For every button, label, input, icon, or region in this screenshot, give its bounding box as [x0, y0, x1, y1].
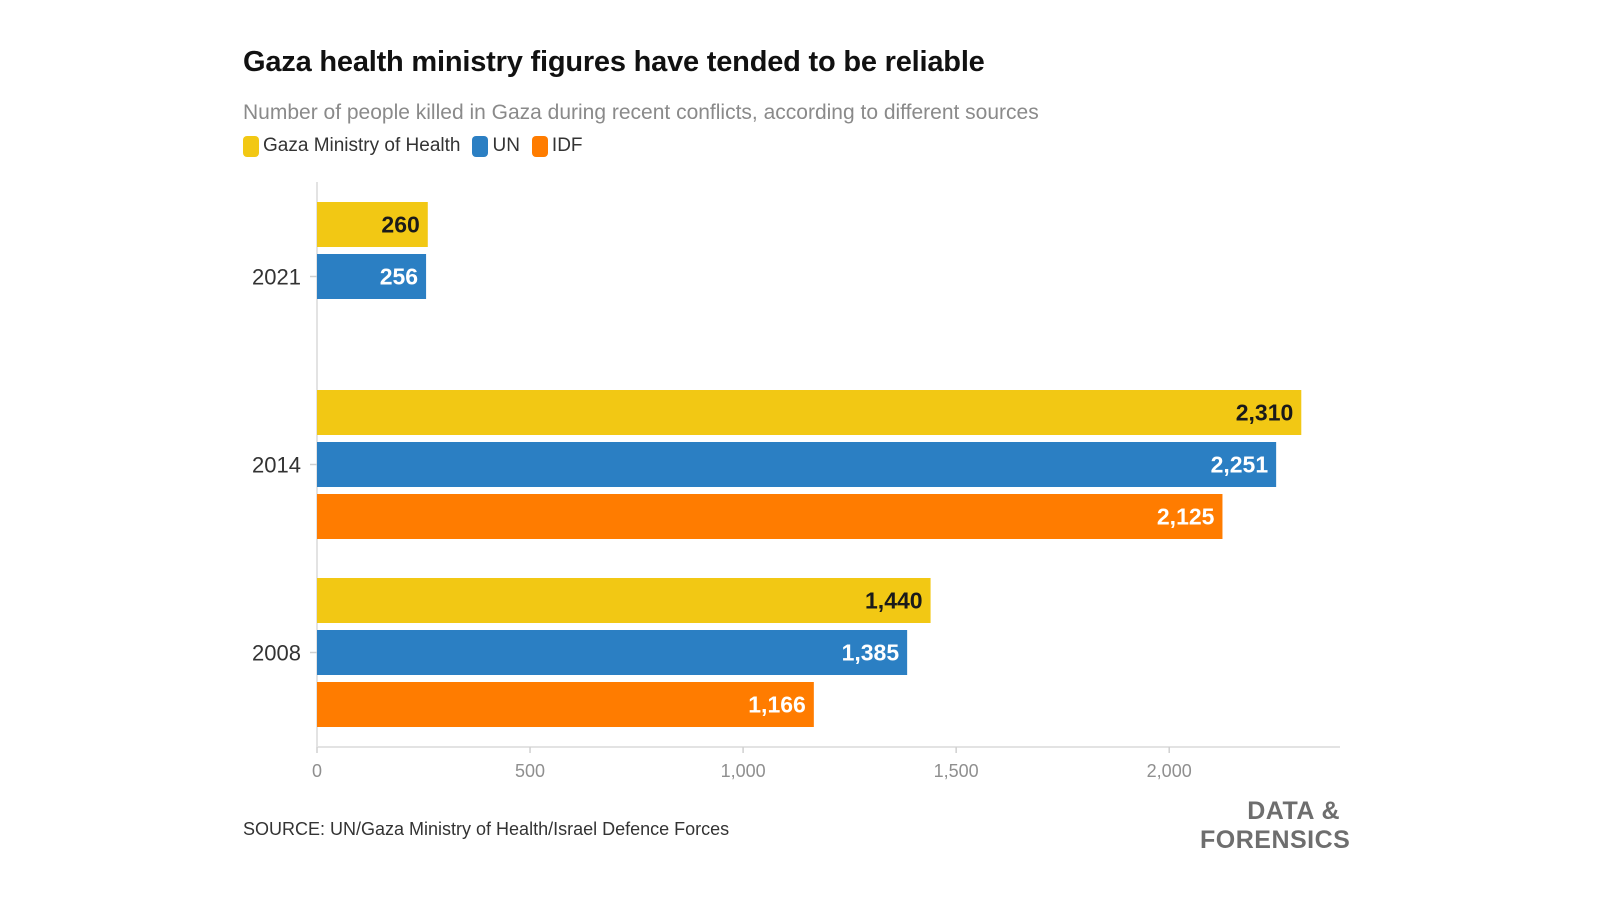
legend-swatch-gaza-ministry — [243, 135, 259, 157]
x-tick-label-4: 2,000 — [1147, 761, 1192, 781]
chart-title: Gaza health ministry figures have tended… — [243, 46, 985, 78]
legend: Gaza Ministry of Health UN IDF — [243, 135, 595, 157]
bar-un-2021 — [317, 254, 427, 299]
bar-un-2008 — [317, 630, 908, 675]
source-note: SOURCE: UN/Gaza Ministry of Health/Israe… — [243, 819, 730, 839]
bar-idf-2014 — [317, 494, 1223, 539]
data-label-un-2008: 1,385 — [842, 640, 900, 666]
data-label-un-2021: 256 — [380, 264, 418, 290]
x-tick-label-3: 1,500 — [934, 761, 979, 781]
legend-swatch-idf — [531, 135, 548, 157]
bar-idf-2008 — [317, 682, 814, 727]
category-label-2021: 2021 — [252, 265, 301, 290]
chart-subtitle: Number of people killed in Gaza during r… — [243, 101, 1039, 124]
legend-label-gaza-ministry: Gaza Ministry of Health — [263, 135, 461, 156]
data-label-idf-2014: 2,125 — [1157, 504, 1215, 530]
legend-item-idf: IDF — [531, 135, 583, 157]
data-label-idf-2008: 1,166 — [748, 692, 806, 718]
legend-swatch-un — [472, 135, 489, 157]
bar-un-2014 — [317, 442, 1277, 487]
data-label-gaza-ministry-of-health-2008: 1,440 — [865, 588, 923, 614]
x-tick-label-0: 0 — [312, 761, 322, 781]
bar-chart: 0 500 1,000 1,500 2,000 2021 260 256 2014 2,310 2,… — [252, 182, 1340, 781]
data-label-gaza-ministry-of-health-2021: 260 — [381, 212, 419, 238]
legend-label-un: UN — [492, 135, 520, 156]
brand-logo: DATA & FORENSICS — [1200, 797, 1351, 855]
legend-label-idf: IDF — [551, 135, 583, 156]
category-label-2008: 2008 — [252, 641, 301, 666]
legend-item-gaza-ministry: Gaza Ministry of Health — [243, 135, 460, 157]
brand-line-1: DATA & — [1247, 797, 1340, 825]
bar-gaza-ministry-of-health-2008 — [317, 578, 931, 623]
bar-gaza-ministry-of-health-2021 — [317, 202, 428, 247]
legend-item-un: UN — [472, 135, 520, 157]
x-tick-label-1: 500 — [515, 761, 545, 781]
data-label-gaza-ministry-of-health-2014: 2,310 — [1236, 400, 1294, 426]
brand-line-2: FORENSICS — [1200, 826, 1351, 854]
bar-gaza-ministry-of-health-2014 — [317, 390, 1302, 435]
data-label-un-2014: 2,251 — [1211, 452, 1269, 478]
category-label-2014: 2014 — [252, 453, 301, 478]
x-tick-label-2: 1,000 — [721, 761, 766, 781]
